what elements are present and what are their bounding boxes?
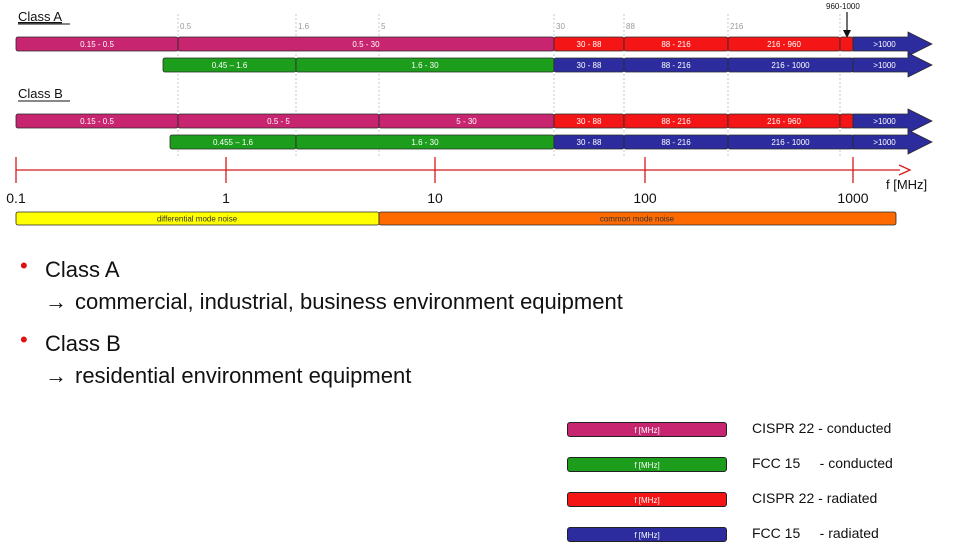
band-label: 0.15 - 0.5 xyxy=(80,117,114,126)
right-arrow-icon: → xyxy=(45,363,67,388)
band-label: 216 - 960 xyxy=(767,117,801,126)
bullet-description-row: → residential environment equipment xyxy=(45,360,945,392)
legend-item-cispr-conducted: f [MHz] CISPR 22 - conducted xyxy=(567,419,947,454)
legend-item-cispr-radiated: f [MHz] CISPR 22 - radiated xyxy=(567,489,947,524)
class-a-heading: Class A xyxy=(18,9,62,24)
legend-swatch: f [MHz] xyxy=(567,492,727,507)
band-label: >1000 xyxy=(873,117,896,126)
common-mode-label: common mode noise xyxy=(600,215,675,224)
band-label: 30 - 88 xyxy=(577,40,602,49)
band-label: 216 - 1000 xyxy=(771,61,810,70)
axis-tick-label: 100 xyxy=(633,190,657,206)
band-label: >1000 xyxy=(873,40,896,49)
axis-tick-label: 1000 xyxy=(837,190,868,206)
band-label: 0.455 – 1.6 xyxy=(213,138,254,147)
frequency-tick-label: 30 xyxy=(556,22,565,31)
band-label: 88 - 216 xyxy=(661,117,691,126)
frequency-tick-label: 216 xyxy=(730,22,744,31)
bullet-description: commercial, industrial, business environ… xyxy=(75,289,623,314)
band-label: 216 - 1000 xyxy=(771,138,810,147)
band-label: 1.6 - 30 xyxy=(411,61,439,70)
bullet-title: Class A xyxy=(45,257,120,282)
band-label: 0.15 - 0.5 xyxy=(80,40,114,49)
legend-swatch: f [MHz] xyxy=(567,457,727,472)
band-label: 88 - 216 xyxy=(661,61,691,70)
legend-label: FCC 15 - radiated xyxy=(752,525,879,541)
band-arrow xyxy=(852,31,933,57)
bullet-title: Class B xyxy=(45,331,121,356)
band-segment xyxy=(839,113,854,129)
legend-swatch: f [MHz] xyxy=(567,422,727,437)
legend-label: CISPR 22 - conducted xyxy=(752,420,892,436)
class-a-fcc-radiated-row: 30 - 88 88 - 216 216 - 1000 xyxy=(553,57,854,73)
bullet-description-row: → commercial, industrial, business enviro… xyxy=(45,286,945,318)
band-arrow xyxy=(852,52,933,78)
band-arrow xyxy=(852,108,933,134)
bullet-dot: • xyxy=(20,253,28,278)
class-a-fcc-conducted-row: 0.45 – 1.6 1.6 - 30 xyxy=(162,57,555,73)
legend-label: FCC 15 - conducted xyxy=(752,455,893,471)
legend-swatch: f [MHz] xyxy=(567,527,727,542)
class-a-cispr-radiated-row: 30 - 88 88 - 216 216 - 960 xyxy=(553,36,854,52)
band-label: 5 - 30 xyxy=(456,117,477,126)
legend-item-fcc-conducted: f [MHz] FCC 15 - conducted xyxy=(567,454,947,489)
legend-item-fcc-radiated: f [MHz] FCC 15 - radiated xyxy=(567,524,947,559)
class-b-fcc-radiated-row: 30 - 88 88 - 216 216 - 1000 xyxy=(553,134,854,150)
callout-arrowhead xyxy=(843,30,851,38)
class-a-cispr-conducted-row: 0.15 - 0.5 0.5 - 30 xyxy=(15,36,555,52)
bullet-list: • Class A → commercial, industrial, busin… xyxy=(20,253,920,402)
class-b-cispr-radiated-row: 30 - 88 88 - 216 216 - 960 xyxy=(553,113,854,129)
band-label: 0.5 - 5 xyxy=(267,117,290,126)
band-arrow xyxy=(852,129,933,155)
band-label: >1000 xyxy=(873,138,896,147)
axis-unit-label: f [MHz] xyxy=(886,177,927,192)
callout-label: 960-1000 xyxy=(826,2,860,11)
band-label: 0.45 – 1.6 xyxy=(212,61,248,70)
axis-tick-label: 10 xyxy=(427,190,443,206)
band-label: 30 - 88 xyxy=(577,138,602,147)
axis-arrow-icon xyxy=(898,164,912,176)
band-label: 30 - 88 xyxy=(577,61,602,70)
bullet-class-b: • Class B → residential environment equip… xyxy=(20,327,920,392)
class-b-fcc-conducted-row: 0.455 – 1.6 1.6 - 30 xyxy=(169,134,555,150)
bullet-description: residential environment equipment xyxy=(75,363,412,388)
frequency-tick-label: 88 xyxy=(626,22,635,31)
differential-mode-label: differential mode noise xyxy=(157,215,238,224)
class-b-cispr-conducted-row: 0.15 - 0.5 0.5 - 5 5 - 30 xyxy=(15,113,555,129)
band-label: 30 - 88 xyxy=(577,117,602,126)
band-label: >1000 xyxy=(873,61,896,70)
legend: f [MHz] CISPR 22 - conducted f [MHz] FCC… xyxy=(567,419,947,559)
band-label: 216 - 960 xyxy=(767,40,801,49)
axis-tick-label: 1 xyxy=(222,190,230,206)
band-segment xyxy=(839,36,854,52)
band-label: 0.5 - 30 xyxy=(352,40,380,49)
bullet-class-a: • Class A → commercial, industrial, busin… xyxy=(20,253,920,318)
class-b-heading: Class B xyxy=(18,86,63,101)
band-label: 88 - 216 xyxy=(661,138,691,147)
frequency-tick-label: 1.6 xyxy=(298,22,310,31)
bullet-dot: • xyxy=(20,327,28,352)
axis-tick-label: 0.1 xyxy=(6,190,26,206)
frequency-tick-label: 0.5 xyxy=(180,22,192,31)
common-mode-bar xyxy=(378,211,897,226)
right-arrow-icon: → xyxy=(45,289,67,314)
band-label: 88 - 216 xyxy=(661,40,691,49)
band-label: 1.6 - 30 xyxy=(411,138,439,147)
legend-label: CISPR 22 - radiated xyxy=(752,490,878,506)
frequency-tick-label: 5 xyxy=(381,22,386,31)
